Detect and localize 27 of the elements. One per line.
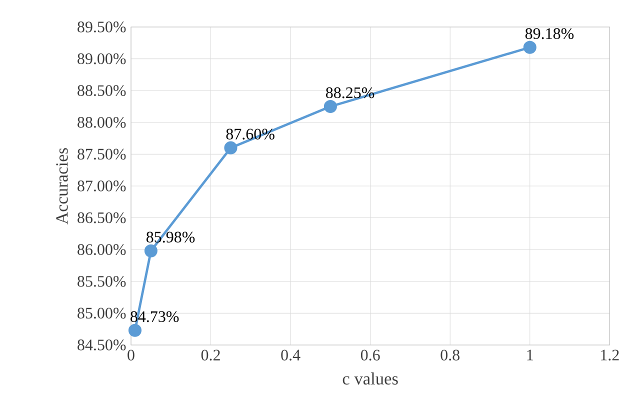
- x-tick-label: 1: [527, 350, 533, 360]
- x-tick-label: 0: [128, 350, 134, 360]
- y-tick-label: 85.00%: [78, 308, 126, 319]
- y-tick-label: 87.50%: [78, 148, 126, 160]
- y-tick-label: 89.50%: [78, 22, 126, 32]
- point: [224, 141, 238, 154]
- y-tick-label: 86.50%: [78, 212, 126, 224]
- y-tick-label: 89.00%: [78, 53, 126, 64]
- y-tick-label: 86.00%: [78, 244, 126, 256]
- x-tick-label: 0.6: [360, 350, 380, 361]
- y-tick-label: 88.00%: [78, 116, 126, 128]
- point: [523, 40, 536, 54]
- point: [144, 244, 158, 258]
- y-tick-label: 85.50%: [78, 276, 126, 287]
- y-tick-label: 84.50%: [78, 340, 126, 350]
- y-tick-label: 87.00%: [78, 180, 126, 192]
- y-axis-title: Accuracies: [56, 148, 68, 224]
- data-label: 88.25%: [326, 87, 374, 98]
- point: [324, 100, 337, 114]
- y-tick-label: 88.50%: [78, 85, 126, 96]
- x-tick-label: 0.4: [281, 350, 300, 361]
- x-axis-title: c values: [342, 372, 398, 385]
- x-tick-label: 0.2: [201, 350, 220, 361]
- x-tick-label: 1.2: [601, 350, 619, 361]
- x-tick-label: 0.8: [440, 350, 460, 361]
- data-label: 89.18%: [525, 28, 574, 40]
- point: [128, 324, 142, 337]
